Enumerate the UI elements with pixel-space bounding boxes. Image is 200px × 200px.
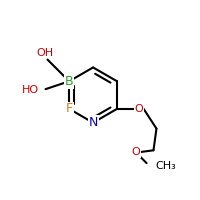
Text: B: B <box>65 75 73 88</box>
Text: OH: OH <box>36 48 53 58</box>
Text: F: F <box>66 102 73 115</box>
Text: O: O <box>131 147 140 157</box>
Text: O: O <box>134 104 143 114</box>
Text: HO: HO <box>21 85 39 95</box>
Text: N: N <box>88 116 98 129</box>
Text: CH₃: CH₃ <box>155 161 176 171</box>
